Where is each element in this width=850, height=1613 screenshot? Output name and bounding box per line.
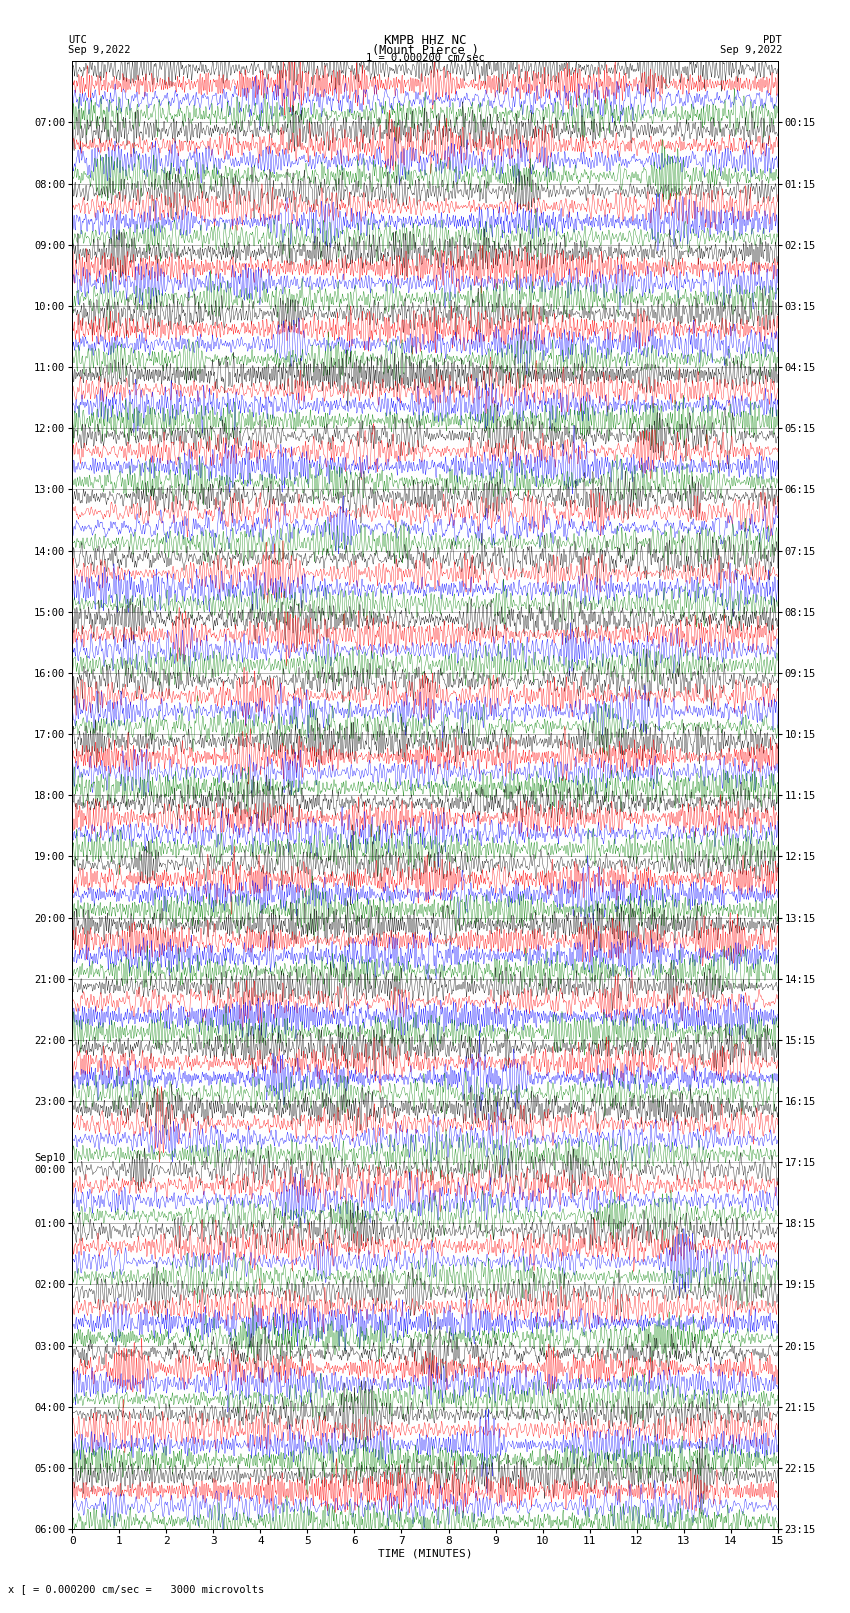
Text: Sep 9,2022: Sep 9,2022	[719, 45, 782, 55]
Text: Sep 9,2022: Sep 9,2022	[68, 45, 131, 55]
X-axis label: TIME (MINUTES): TIME (MINUTES)	[377, 1548, 473, 1558]
Text: (Mount Pierce ): (Mount Pierce )	[371, 44, 479, 56]
Text: x [ = 0.000200 cm/sec =   3000 microvolts: x [ = 0.000200 cm/sec = 3000 microvolts	[8, 1584, 264, 1594]
Text: KMPB HHZ NC: KMPB HHZ NC	[383, 34, 467, 47]
Text: 1 = 0.000200 cm/sec: 1 = 0.000200 cm/sec	[366, 53, 484, 63]
Text: PDT: PDT	[763, 35, 782, 45]
Text: UTC: UTC	[68, 35, 87, 45]
